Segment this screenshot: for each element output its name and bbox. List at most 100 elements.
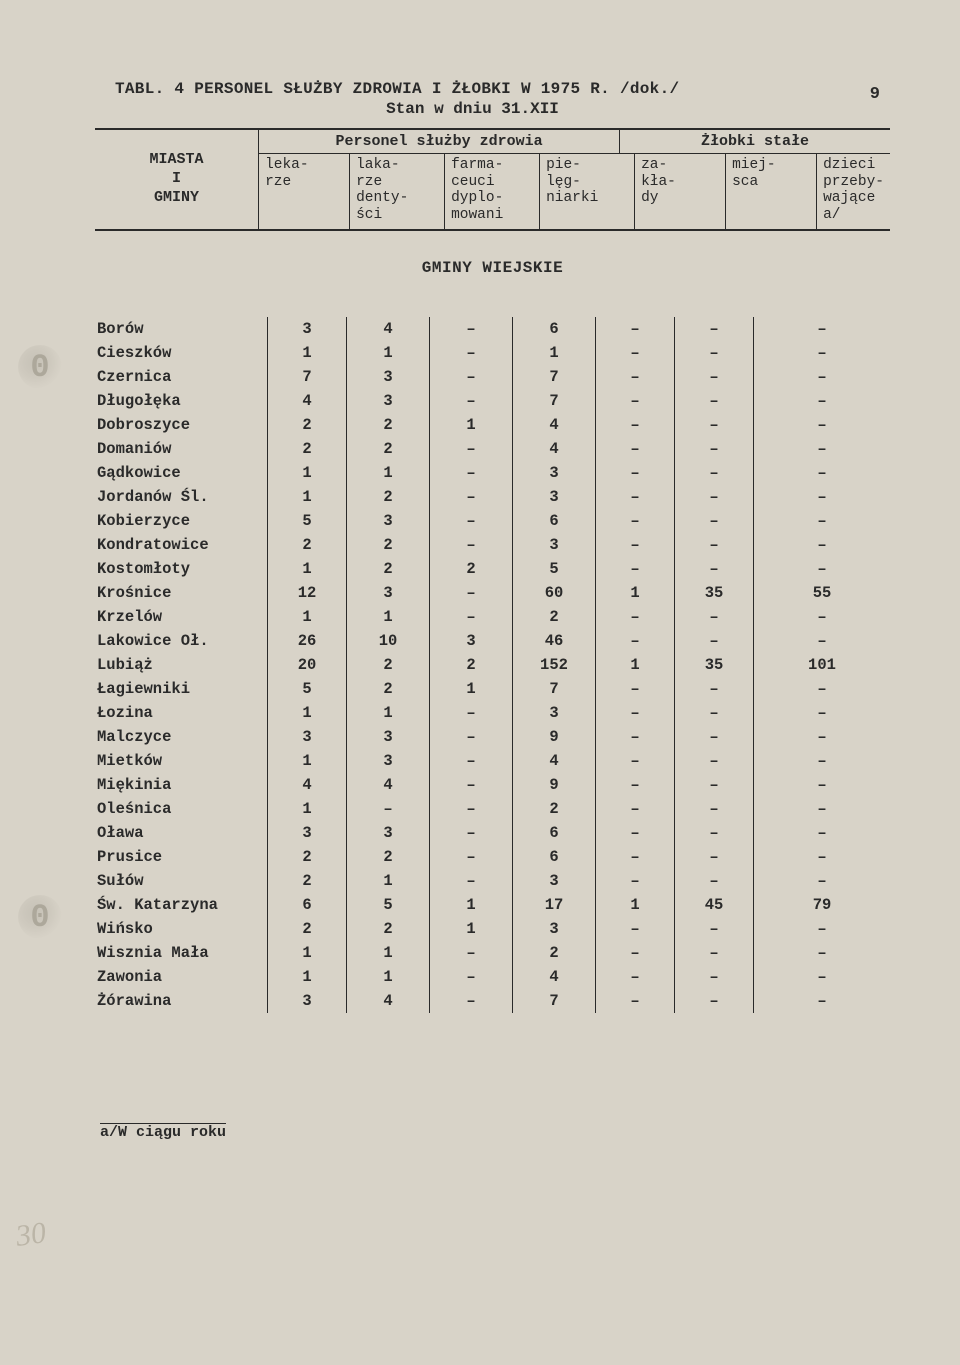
cell: –: [753, 677, 890, 701]
row-label-header: MIASTA I GMINY: [95, 130, 258, 229]
cell: 1: [595, 581, 674, 605]
cell: 1: [429, 917, 512, 941]
cell: 3: [346, 365, 429, 389]
cell: –: [595, 941, 674, 965]
cell: –: [674, 941, 753, 965]
row-label: Gądkowice: [95, 461, 267, 485]
table-row: Malczyce33–9–––: [95, 725, 890, 749]
col-header-dzieci: dzieci przeby- wające a/: [816, 154, 890, 229]
cell: –: [595, 821, 674, 845]
cell: –: [595, 341, 674, 365]
cell: 5: [267, 509, 346, 533]
row-label: Wińsko: [95, 917, 267, 941]
cell: 12: [267, 581, 346, 605]
cell: 6: [512, 317, 595, 341]
cell: –: [674, 773, 753, 797]
cell: 2: [267, 917, 346, 941]
cell: –: [674, 701, 753, 725]
cell: 7: [512, 677, 595, 701]
table-row: Miękinia44–9–––: [95, 773, 890, 797]
row-label: Św. Katarzyna: [95, 893, 267, 917]
cell: 3: [512, 869, 595, 893]
cell: 5: [512, 557, 595, 581]
row-label: Borów: [95, 317, 267, 341]
cell: –: [674, 509, 753, 533]
cell: –: [429, 341, 512, 365]
cell: 1: [595, 893, 674, 917]
cell: 1: [346, 701, 429, 725]
cell: 2: [267, 845, 346, 869]
cell: –: [753, 917, 890, 941]
cell: 4: [512, 413, 595, 437]
cell: –: [595, 437, 674, 461]
cell: –: [595, 557, 674, 581]
row-label: Lubiąż: [95, 653, 267, 677]
cell: 1: [512, 341, 595, 365]
table-row: Zawonia11–4–––: [95, 965, 890, 989]
row-label: Łozina: [95, 701, 267, 725]
cell: –: [753, 557, 890, 581]
table-row: Lubiąż2022152135101: [95, 653, 890, 677]
row-label: Wisznia Mała: [95, 941, 267, 965]
cell: –: [595, 701, 674, 725]
cell: 6: [512, 821, 595, 845]
cell: –: [595, 317, 674, 341]
cell: 1: [346, 941, 429, 965]
cell: –: [753, 845, 890, 869]
col-header-zaklady: za- kła- dy: [634, 154, 725, 229]
cell: –: [753, 869, 890, 893]
cell: –: [674, 797, 753, 821]
cell: –: [674, 749, 753, 773]
cell: –: [753, 365, 890, 389]
cell: –: [595, 797, 674, 821]
cell: 3: [346, 821, 429, 845]
row-label: Malczyce: [95, 725, 267, 749]
row-label: Łagiewniki: [95, 677, 267, 701]
cell: 4: [346, 317, 429, 341]
row-label: Sułów: [95, 869, 267, 893]
cell: –: [595, 917, 674, 941]
cell: –: [595, 965, 674, 989]
cell: 1: [429, 677, 512, 701]
cell: –: [753, 533, 890, 557]
cell: 79: [753, 893, 890, 917]
table-row: Czernica73–7–––: [95, 365, 890, 389]
cell: –: [753, 437, 890, 461]
cell: –: [674, 413, 753, 437]
column-group-health: Personel służby zdrowia: [258, 130, 620, 153]
table-row: Borów34–6–––: [95, 317, 890, 341]
cell: –: [429, 533, 512, 557]
cell: –: [429, 701, 512, 725]
col-header-farmaceuci: farma- ceuci dyplo- mowani: [444, 154, 539, 229]
cell: 2: [267, 869, 346, 893]
cell: –: [674, 341, 753, 365]
cell: –: [429, 989, 512, 1013]
cell: –: [429, 941, 512, 965]
cell: –: [595, 461, 674, 485]
row-label: Oława: [95, 821, 267, 845]
cell: –: [753, 509, 890, 533]
table-row: Lakowice Oł.2610346–––: [95, 629, 890, 653]
cell: 1: [267, 965, 346, 989]
cell: 1: [595, 653, 674, 677]
cell: 20: [267, 653, 346, 677]
cell: 4: [267, 389, 346, 413]
cell: 3: [512, 701, 595, 725]
cell: 2: [346, 653, 429, 677]
cell: 1: [346, 965, 429, 989]
cell: –: [753, 701, 890, 725]
cell: –: [674, 485, 753, 509]
cell: 2: [346, 845, 429, 869]
cell: –: [429, 485, 512, 509]
cell: –: [429, 749, 512, 773]
cell: 3: [512, 461, 595, 485]
cell: 1: [267, 557, 346, 581]
cell: –: [346, 797, 429, 821]
cell: 1: [267, 797, 346, 821]
cell: 2: [346, 413, 429, 437]
cell: 5: [346, 893, 429, 917]
cell: 4: [512, 965, 595, 989]
cell: –: [595, 389, 674, 413]
cell: –: [429, 725, 512, 749]
cell: 4: [267, 773, 346, 797]
